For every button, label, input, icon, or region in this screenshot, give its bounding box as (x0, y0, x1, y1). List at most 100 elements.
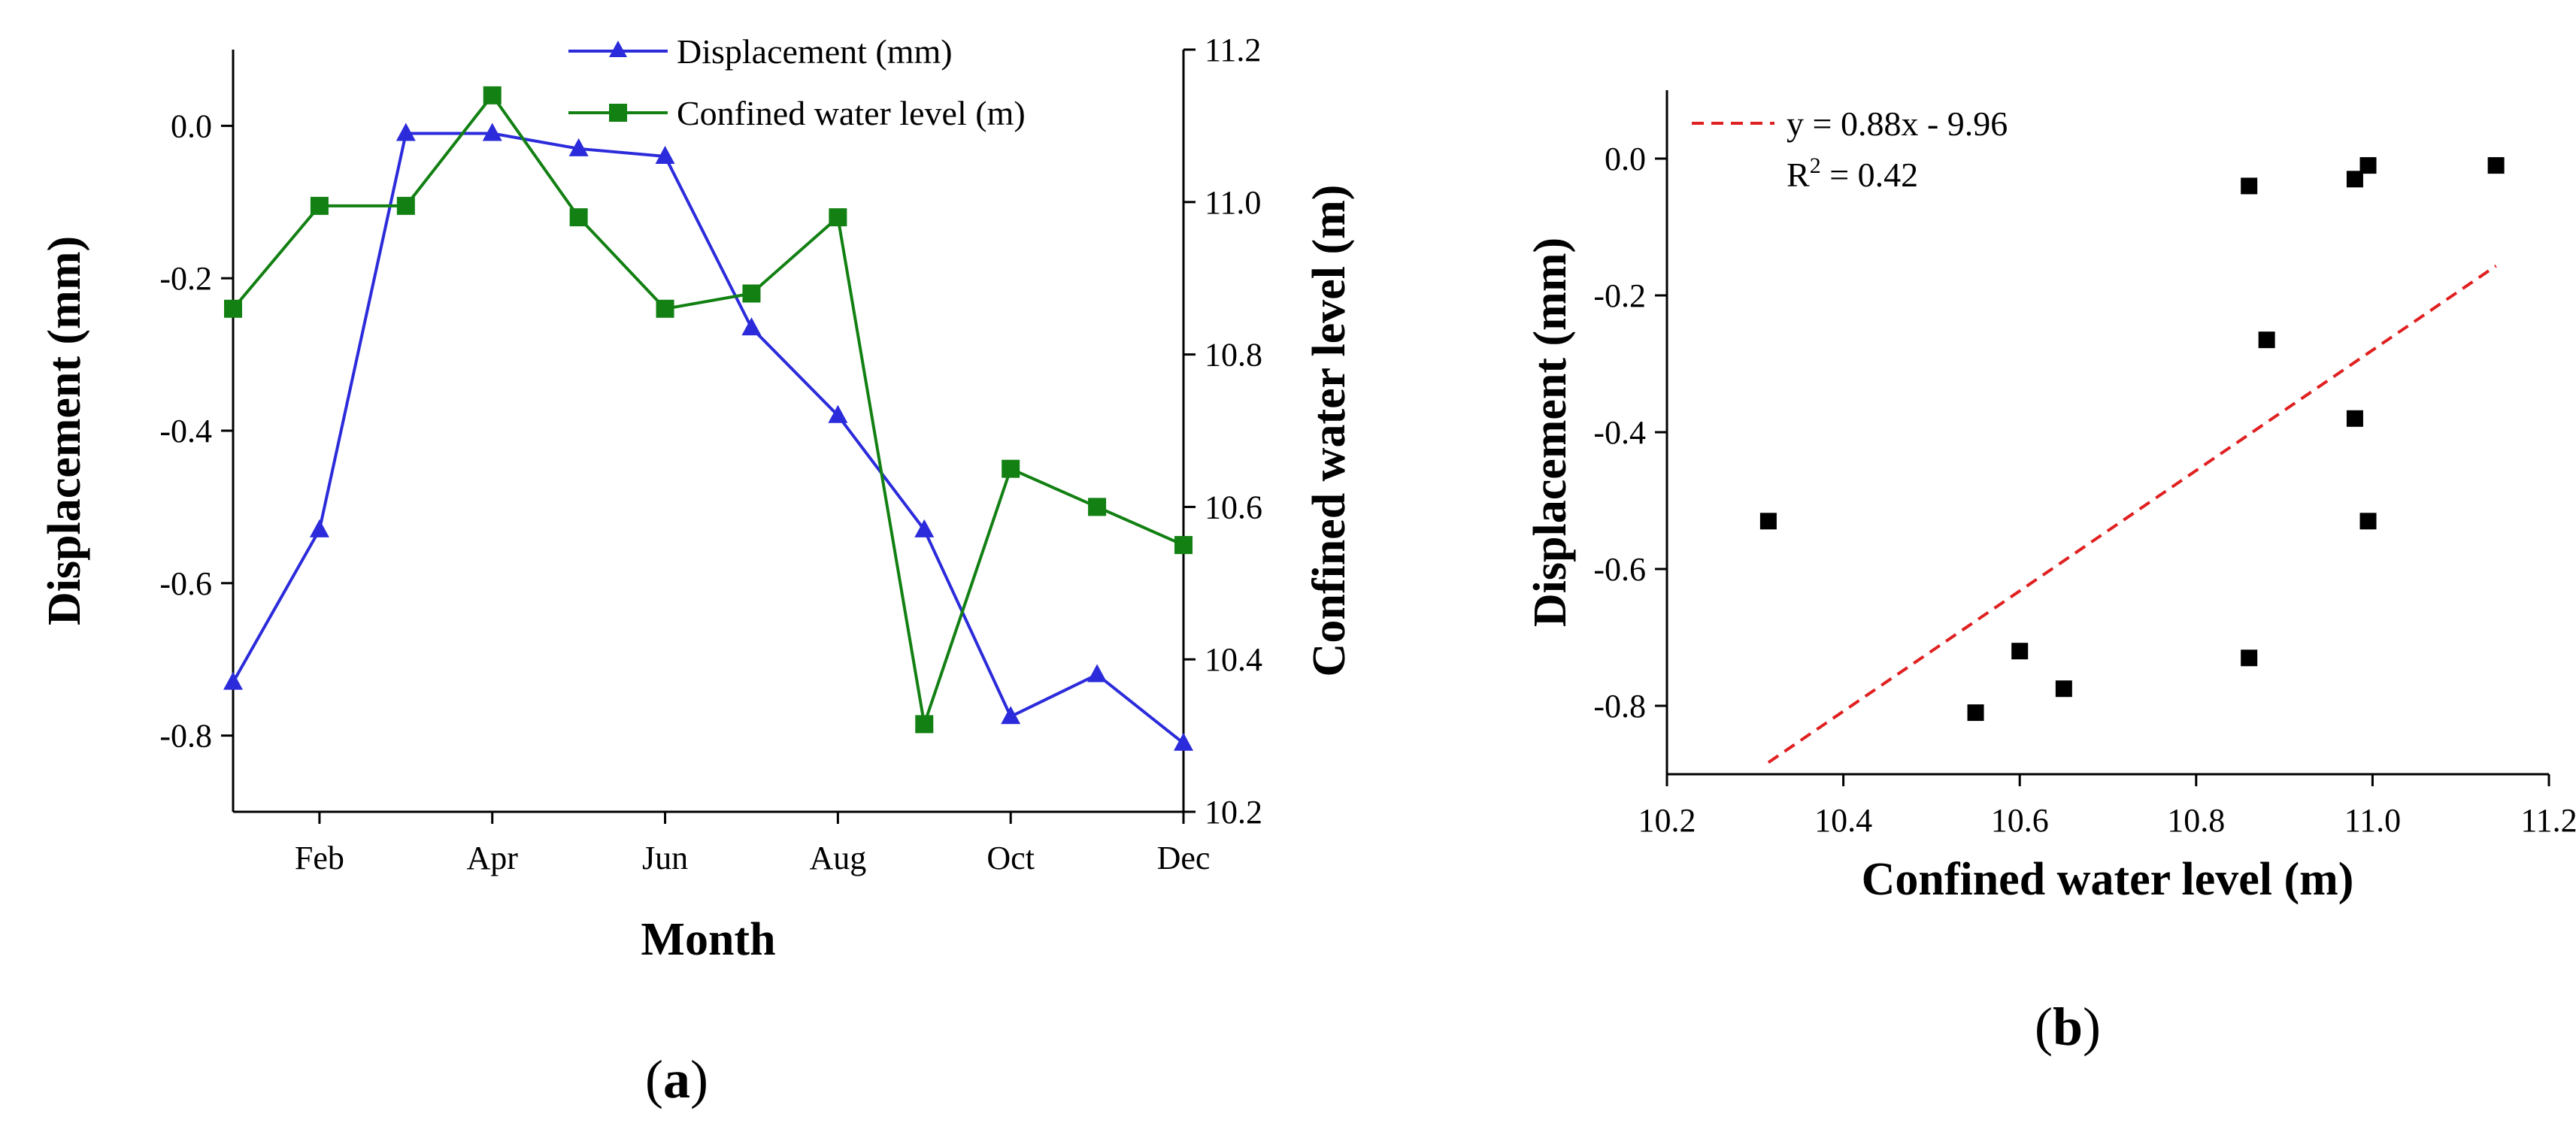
scatter-point (2055, 680, 2072, 698)
panel-b-legend: y = 0.88x - 9.96 R2 = 0.42 (1692, 104, 2008, 194)
y2-tick-label: 10.2 (1205, 794, 1262, 831)
y-tick-label: -0.8 (1593, 688, 1646, 725)
panel-b-y-ticks: 0.0 -0.2 -0.4 -0.6 -0.8 (1593, 141, 1667, 725)
x-tick-label: Apr (467, 840, 519, 876)
x-tick-label: Aug (809, 840, 866, 876)
water-level-point (1088, 498, 1107, 516)
x-tick-label: 10.6 (1991, 802, 2049, 839)
x-tick-label: Oct (986, 840, 1035, 876)
fit-line (1767, 265, 2497, 764)
r-squared-prefix: R (1787, 156, 1810, 194)
scatter-point (2346, 410, 2363, 427)
panel-a-x-axis-title: Month (641, 914, 775, 965)
water-level-point (224, 299, 242, 318)
x-tick-label: Dec (1157, 840, 1211, 876)
water-level-point (742, 284, 761, 303)
r-squared-value: = 0.42 (1821, 156, 1918, 194)
x-tick-label: Feb (295, 840, 344, 876)
x-tick-label: 10.2 (1638, 802, 1696, 839)
scatter-point (2487, 157, 2505, 174)
panel-b-scatter-chart: 10.2 10.4 10.6 10.8 11.0 11.2 0.0 -0.2 -0.4 -0.6… (1525, 90, 2576, 1057)
legend-label-water-level: Confined water level (m) (677, 94, 1026, 132)
legend-square-icon (609, 104, 627, 122)
panel-a-right-y-axis-title: Confined water level (m) (1304, 185, 1355, 677)
y-tick-label: -0.6 (1593, 551, 1646, 588)
panel-b-x-ticks: 10.2 10.4 10.6 10.8 11.0 11.2 (1638, 774, 2576, 839)
panel-a-series (223, 86, 1193, 751)
water-level-point (656, 299, 674, 318)
legend-fit-equation: y = 0.88x - 9.96 (1787, 104, 2008, 143)
water-level-point (915, 715, 934, 734)
panel-b-y-axis-title: Displacement (mm) (1525, 238, 1576, 627)
x-tick-label: 10.4 (1814, 802, 1872, 839)
water-level-point (1174, 536, 1193, 555)
displacement-point (1174, 732, 1193, 751)
displacement-point (223, 671, 243, 690)
panel-b-fit (1767, 265, 2497, 764)
y-tick-label: -0.8 (159, 718, 212, 755)
panel-a-line-chart: Feb Apr Jun Aug Oct Dec 0.0 -0.2 -0.4 -0.6 -0.8 1… (39, 32, 1355, 1109)
water-level-point (396, 196, 415, 215)
scatter-point (2359, 513, 2377, 530)
scatter-point (1967, 704, 1984, 722)
panel-a-right-y-ticks: 10.2 10.4 10.6 10.8 11.0 11.2 (1183, 32, 1262, 831)
scatter-point (2346, 171, 2363, 188)
scatter-point (2258, 331, 2275, 349)
displacement-point (395, 123, 416, 141)
y2-tick-label: 10.4 (1205, 641, 1262, 678)
x-tick-label: Jun (642, 840, 688, 876)
y-tick-label: -0.4 (159, 413, 212, 449)
scatter-point (2241, 649, 2258, 667)
displacement-point (309, 519, 329, 537)
y2-tick-label: 11.0 (1205, 184, 1261, 221)
panel-b-points (1759, 157, 2505, 722)
series-line-water-level (232, 92, 1184, 725)
r-squared-superscript: 2 (1810, 153, 1821, 178)
x-tick-label: 11.0 (2344, 802, 2401, 839)
y-tick-label: -0.6 (159, 565, 212, 602)
water-level-point (310, 196, 329, 215)
x-tick-label: 11.2 (2520, 802, 2576, 839)
panel-a-left-y-ticks: 0.0 -0.2 -0.4 -0.6 -0.8 (159, 107, 233, 755)
displacement-point (741, 317, 762, 336)
water-level-point (1002, 459, 1020, 478)
panel-b-label: (b) (2035, 997, 2101, 1057)
panel-a-x-ticks: Feb Apr Jun Aug Oct Dec (295, 812, 1211, 876)
legend-item-water-level: Confined water level (m) (568, 94, 1026, 132)
legend-triangle-icon (609, 41, 627, 57)
legend-r-squared: R2 = 0.42 (1787, 153, 1918, 194)
series-line-displacement (232, 132, 1185, 745)
y-tick-label: -0.4 (1593, 414, 1646, 451)
water-level-point (829, 208, 847, 227)
scatter-point (1759, 513, 1777, 530)
displacement-point (568, 138, 589, 156)
displacement-point (1001, 706, 1021, 725)
water-level-point (569, 208, 588, 227)
panel-a-legend: Displacement (mm) Confined water level (… (568, 32, 1026, 132)
y2-tick-label: 10.6 (1205, 489, 1262, 525)
panel-b-label-letter: b (2053, 997, 2083, 1057)
panel-a-left-y-axis-title: Displacement (mm) (39, 236, 90, 625)
legend-label-displacement: Displacement (mm) (677, 32, 953, 71)
displacement-point (655, 145, 675, 164)
y2-tick-label: 10.8 (1205, 337, 1262, 374)
y-tick-label: 0.0 (171, 107, 212, 144)
y-tick-label: -0.2 (159, 260, 212, 297)
y2-tick-label: 11.2 (1205, 32, 1261, 68)
displacement-point (1087, 664, 1108, 683)
panel-a-label-letter: a (663, 1049, 690, 1109)
scatter-point (2011, 643, 2029, 660)
displacement-point (482, 123, 502, 141)
panel-b-x-axis-title: Confined water level (m) (1862, 854, 2354, 905)
y-tick-label: -0.2 (1593, 277, 1646, 314)
legend-item-displacement: Displacement (mm) (568, 32, 953, 71)
displacement-point (828, 404, 848, 423)
scatter-point (2359, 157, 2377, 174)
y-tick-label: 0.0 (1605, 141, 1646, 177)
panel-a-label: (a) (645, 1049, 708, 1109)
scatter-point (2241, 177, 2258, 195)
water-level-point (483, 86, 502, 104)
displacement-point (914, 519, 935, 537)
x-tick-label: 10.8 (2167, 802, 2225, 839)
